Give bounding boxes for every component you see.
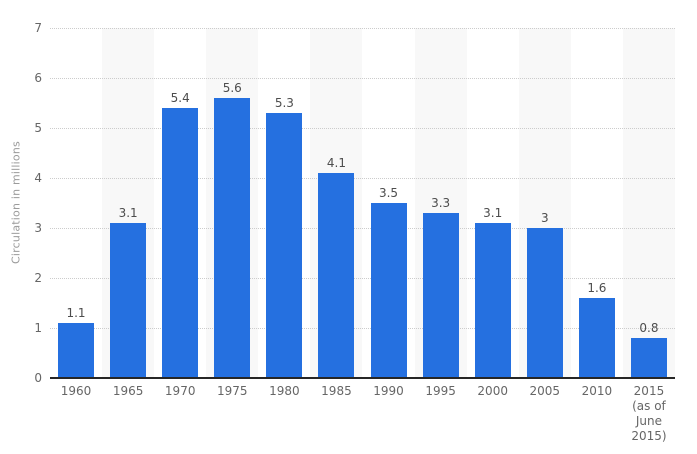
bar[interactable] bbox=[422, 213, 459, 378]
x-tick-label: 1975 bbox=[217, 384, 248, 398]
bar[interactable] bbox=[526, 228, 563, 378]
x-tick-label: 2000 bbox=[477, 384, 508, 398]
bar-value-label: 1.1 bbox=[66, 306, 86, 320]
bar[interactable] bbox=[630, 338, 667, 378]
x-tick-label: 1970 bbox=[164, 384, 196, 398]
y-tick-label: 5 bbox=[34, 121, 42, 135]
y-tick-label: 1 bbox=[34, 321, 42, 335]
bar-value-label: 3.3 bbox=[431, 196, 451, 210]
bar[interactable] bbox=[162, 108, 199, 378]
bar[interactable] bbox=[110, 223, 147, 378]
y-tick-label: 3 bbox=[34, 221, 42, 235]
y-tick-label: 4 bbox=[34, 171, 42, 185]
y-tick-label: 2 bbox=[34, 271, 42, 285]
x-tick-label: 1980 bbox=[269, 384, 300, 398]
bar-value-label: 5.4 bbox=[170, 91, 190, 105]
bar-value-label: 3.1 bbox=[118, 206, 138, 220]
column-stripe bbox=[622, 28, 675, 378]
x-tick-label: 2015 (as of June 2015) bbox=[631, 384, 667, 443]
bar-value-label: 3.5 bbox=[378, 186, 399, 200]
bar[interactable] bbox=[370, 203, 407, 378]
bar-value-label: 5.3 bbox=[274, 96, 294, 110]
h-gridline bbox=[50, 178, 675, 179]
h-gridline bbox=[50, 78, 675, 79]
y-tick-label: 7 bbox=[34, 21, 42, 35]
bar-value-label: 5.6 bbox=[222, 81, 242, 95]
bar-value-label: 4.1 bbox=[326, 156, 346, 170]
bar[interactable] bbox=[474, 223, 511, 378]
bar-value-label: 1.6 bbox=[587, 281, 607, 295]
bar-value-label: 0.8 bbox=[639, 321, 659, 335]
y-tick-label: 0 bbox=[34, 371, 42, 385]
plot-area: 1.1 3.1 5.4 5.6 5.3 4.1 3.5 3.3 3.1 3 1.6 0.8 bbox=[50, 28, 675, 378]
h-gridline bbox=[50, 278, 675, 279]
x-tick-label: 1960 bbox=[60, 384, 92, 398]
h-gridline bbox=[50, 328, 675, 329]
bar-value-label: 3 bbox=[540, 211, 549, 225]
y-axis-title: Circulation in millions bbox=[9, 141, 23, 264]
x-tick-label: 1965 bbox=[112, 384, 144, 398]
h-gridline bbox=[50, 128, 675, 129]
bar[interactable] bbox=[318, 173, 355, 378]
x-tick-label: 1990 bbox=[373, 384, 404, 398]
bar[interactable] bbox=[214, 98, 251, 378]
y-tick-label: 6 bbox=[34, 71, 42, 85]
x-tick-label: 1985 bbox=[321, 384, 352, 398]
bar[interactable] bbox=[578, 298, 615, 378]
h-gridline bbox=[50, 28, 675, 29]
bar[interactable] bbox=[58, 323, 95, 378]
bar-value-label: 3.1 bbox=[483, 206, 503, 220]
h-gridline bbox=[50, 228, 675, 229]
x-tick-label: 2010 bbox=[581, 384, 613, 398]
x-tick-label: 1995 bbox=[425, 384, 456, 398]
x-tick-label: 2005 bbox=[529, 384, 561, 398]
bar[interactable] bbox=[266, 113, 303, 378]
x-axis-line bbox=[50, 377, 675, 379]
